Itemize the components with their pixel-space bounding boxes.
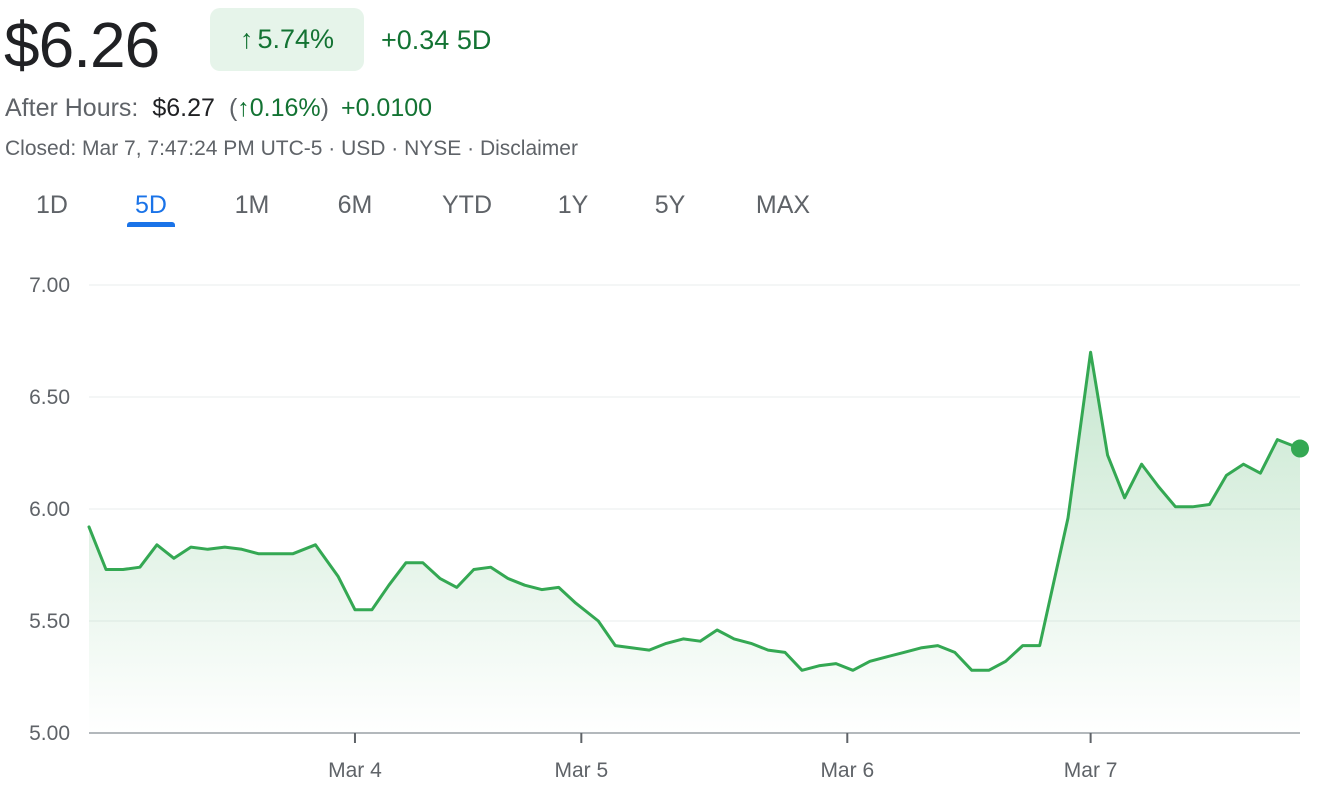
tab-1d[interactable]: 1D — [36, 191, 68, 219]
x-tick-label: Mar 7 — [1064, 759, 1118, 782]
y-tick-label: 6.00 — [29, 498, 70, 521]
arrow-up-icon: ↑ — [239, 24, 254, 54]
tab-1y[interactable]: 1Y — [557, 191, 589, 219]
y-tick-label: 6.50 — [29, 386, 70, 409]
x-tick-label: Mar 6 — [820, 759, 874, 782]
after-hours-paren-close: ) — [320, 94, 329, 122]
change-percent: 5.74% — [257, 24, 335, 54]
after-hours-price: $6.27 — [152, 94, 215, 122]
tab-5d[interactable]: 5D — [135, 191, 167, 219]
price-line — [87, 350, 1302, 672]
current-price: $6.26 — [4, 9, 160, 81]
after-hours-percent: 0.16% — [249, 94, 321, 122]
after-hours-change: +0.0100 — [340, 94, 433, 122]
market-status-meta: Closed: Mar 7, 7:47:24 PM UTC-5 · USD · … — [5, 137, 578, 160]
y-tick-label: 7.00 — [29, 274, 70, 297]
after-hours-label: After Hours: — [5, 94, 139, 122]
y-tick-label: 5.00 — [29, 722, 70, 745]
tab-ytd[interactable]: YTD — [442, 191, 492, 219]
current-price-dot[interactable] — [1291, 439, 1309, 458]
range-tabs: 1D 5D 1M 6M YTD 1Y 5Y MAX — [0, 186, 900, 230]
chart-x-axis: Mar 4 Mar 5 Mar 6 Mar 7 — [89, 732, 1300, 782]
y-tick-label: 5.50 — [29, 610, 70, 633]
active-tab-indicator — [127, 222, 175, 227]
after-hours-row: After Hours: $6.27 (↑0.16%) +0.0100 — [5, 92, 432, 124]
chart-y-ticks: 7.00 6.50 6.00 5.50 5.00 — [29, 274, 70, 745]
tab-5y[interactable]: 5Y — [654, 191, 686, 219]
price-area-fill — [89, 352, 1300, 733]
tab-1m[interactable]: 1M — [234, 191, 270, 219]
after-hours-paren-open: ( — [228, 94, 238, 122]
tab-6m[interactable]: 6M — [337, 191, 373, 219]
change-absolute: +0.34 5D — [381, 25, 492, 55]
change-percent-badge: ↑ 5.74% — [210, 8, 364, 71]
tab-max[interactable]: MAX — [755, 191, 811, 219]
x-tick-label: Mar 4 — [328, 759, 382, 782]
x-tick-label: Mar 5 — [554, 759, 608, 782]
arrow-up-icon: ↑ — [237, 94, 250, 122]
